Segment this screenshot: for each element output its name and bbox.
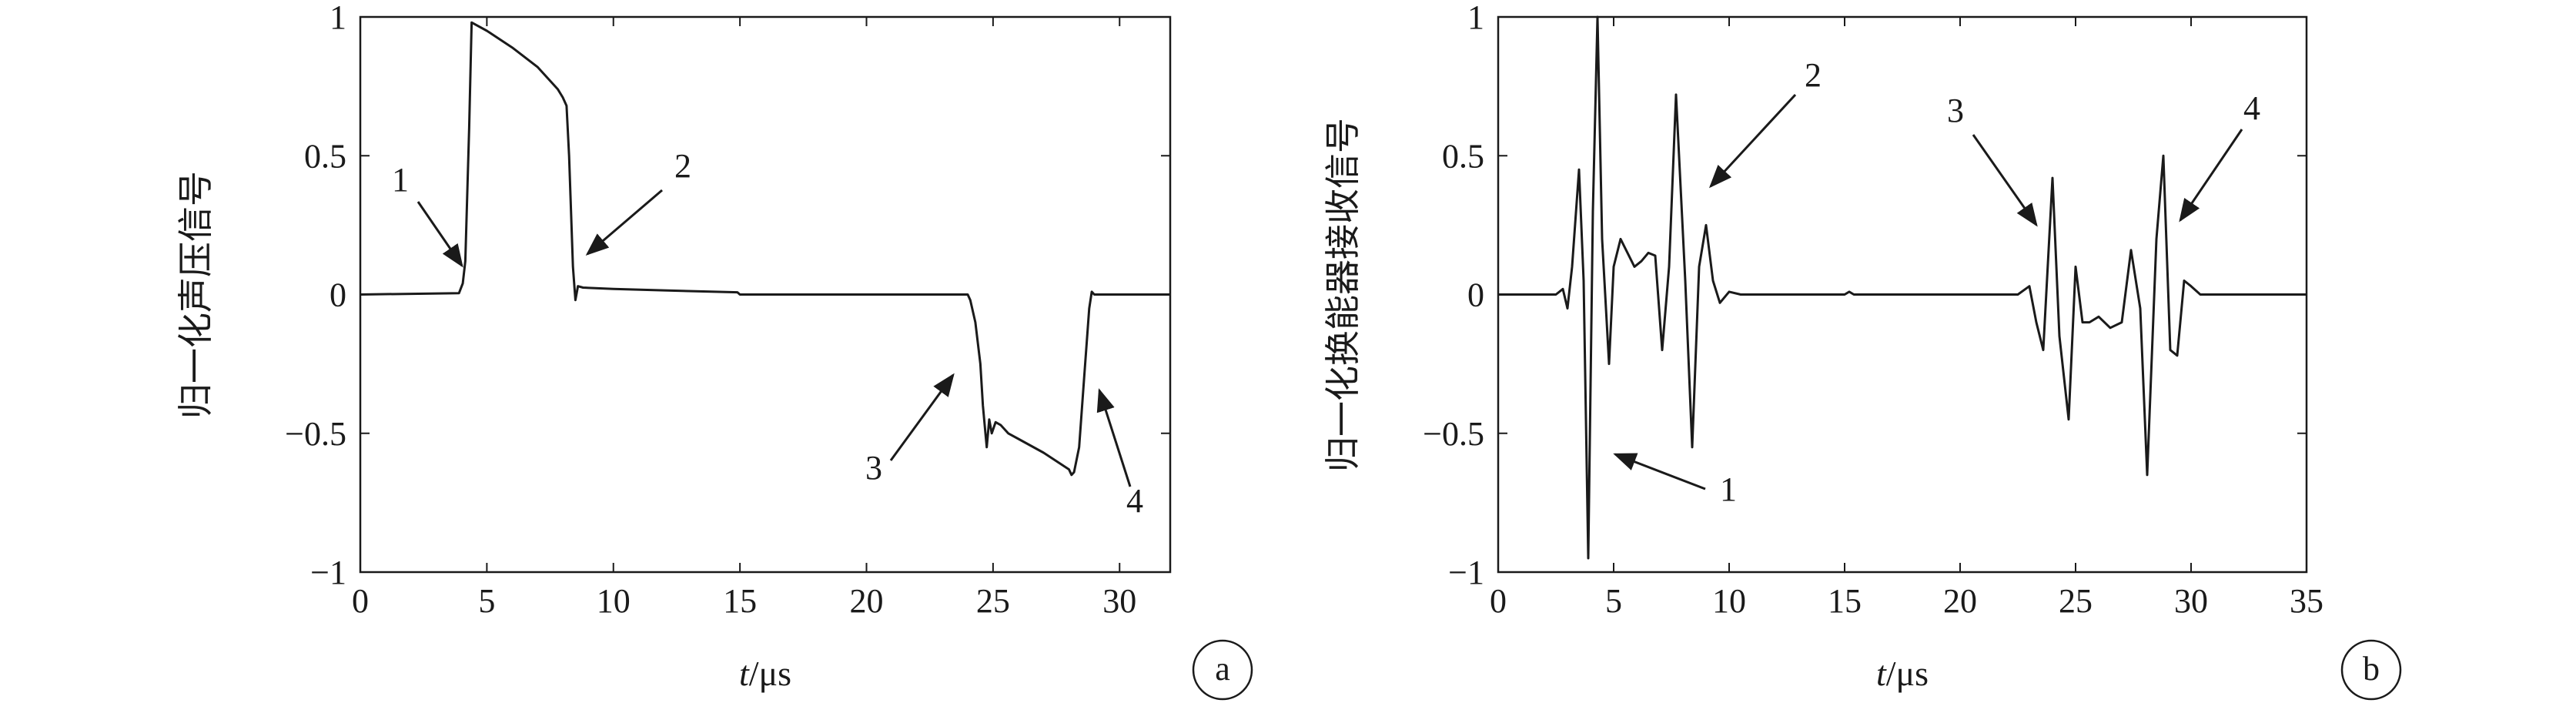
annotation-arrow <box>1708 93 1797 189</box>
annotation-arrow <box>585 189 663 256</box>
annotation-label: 1 <box>392 161 409 199</box>
x-axis-label: t/μs <box>1876 654 1929 693</box>
x-tick-label: 30 <box>2174 582 2208 620</box>
annotation-label: 2 <box>674 147 691 185</box>
x-tick-label: 30 <box>1102 582 1136 620</box>
annotation-arrow <box>1613 453 1706 490</box>
y-tick-label: −1 <box>310 554 346 591</box>
annotation-arrow <box>417 201 463 268</box>
y-tick-label: 0.5 <box>304 137 346 175</box>
y-axis-label: 归一化换能器接收信号 <box>1322 118 1363 472</box>
y-tick-label: −0.5 <box>285 415 346 453</box>
chart-panel-a: 0 5 10 15 20 25 30 −1 −0.5 0 0.5 1 1 2 3 4 t/μs 归一化声压信号 a <box>175 0 1253 701</box>
annotation-arrow <box>2179 129 2243 223</box>
annotation-arrow <box>889 373 955 461</box>
x-axis-label-unit: /μs <box>1886 654 1929 693</box>
signal-line <box>360 21 1170 477</box>
x-tick-label: 35 <box>2290 582 2323 620</box>
annotation-arrow <box>1972 134 2038 227</box>
y-tick-label: 0.5 <box>1442 137 1484 175</box>
x-tick-label: 0 <box>352 582 369 620</box>
x-axis-label-variable: t <box>1876 654 1887 693</box>
x-tick-label: 10 <box>1712 582 1746 620</box>
signal-line <box>1498 15 2307 560</box>
x-tick-label: 25 <box>976 582 1010 620</box>
annotation-label: 4 <box>2243 89 2260 127</box>
x-axis-label-variable: t <box>739 654 750 693</box>
annotation-arrow <box>1096 388 1132 487</box>
x-tick-label: 20 <box>1943 582 1977 620</box>
y-tick-label: −0.5 <box>1423 415 1484 453</box>
annotation-label: 3 <box>1947 92 1964 129</box>
x-axis-label-unit: /μs <box>749 654 791 693</box>
panel-letter-circle <box>1192 639 1253 701</box>
y-tick-label: 1 <box>1467 0 1484 36</box>
panel-letter: b <box>2363 650 2380 688</box>
x-tick-label: 0 <box>1490 582 1507 620</box>
x-tick-label: 20 <box>850 582 884 620</box>
panel-letter: a <box>1215 650 1230 688</box>
annotation-label: 3 <box>865 449 882 487</box>
annotation-label: 2 <box>1805 56 1822 94</box>
y-tick-label: −1 <box>1448 554 1484 591</box>
x-tick-label: 5 <box>478 582 495 620</box>
y-tick-label: 1 <box>330 0 346 36</box>
x-tick-label: 15 <box>1828 582 1862 620</box>
annotation-label: 4 <box>1126 482 1143 520</box>
chart-panel-b: 0 5 10 15 20 25 30 35 −1 −0.5 0 0.5 1 1 2 3 4 t/μs 归一化换能器接… <box>1322 0 2402 701</box>
y-axis-label: 归一化声压信号 <box>175 171 216 419</box>
y-tick-label: 0 <box>330 276 346 314</box>
x-tick-label: 10 <box>597 582 631 620</box>
x-axis-label: t/μs <box>739 654 791 693</box>
annotation-label: 1 <box>1720 470 1737 508</box>
y-tick-label: 0 <box>1467 276 1484 314</box>
panel-letter-circle <box>2340 639 2402 701</box>
x-tick-label: 5 <box>1605 582 1622 620</box>
x-tick-label: 25 <box>2059 582 2093 620</box>
x-tick-label: 15 <box>723 582 757 620</box>
